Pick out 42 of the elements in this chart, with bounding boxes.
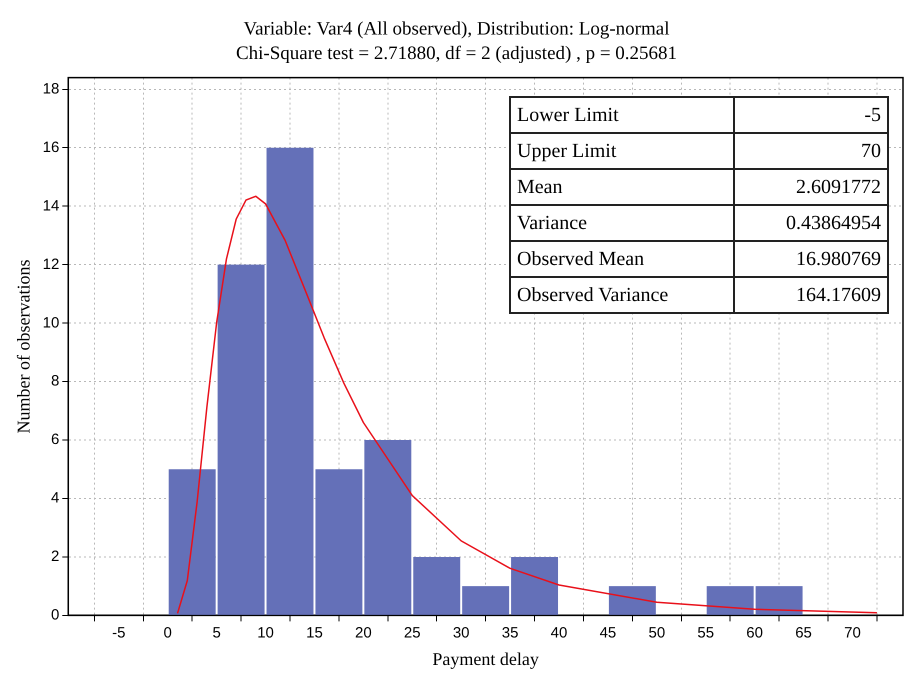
y-tick-label: 10 — [42, 314, 60, 332]
x-tick-label: 65 — [795, 624, 812, 642]
x-tick-label: 20 — [355, 624, 372, 642]
x-tick-label: -5 — [112, 624, 126, 642]
x-tick-label: 40 — [550, 624, 568, 642]
annotation: 164.17609 — [734, 276, 888, 313]
x-tick-label: 0 — [164, 624, 172, 642]
y-tick-label: 6 — [50, 431, 60, 448]
y-tick-label: 18 — [42, 80, 60, 98]
x-tick-label: 5 — [212, 624, 221, 642]
chart-subtitle: Chi-Square test = 2.71880, df = 2 (adjusted) , p = 0.25681 — [236, 43, 678, 64]
x-tick-label: 25 — [404, 624, 421, 642]
y-tick-label: 12 — [42, 256, 60, 273]
x-tick-label: 10 — [257, 624, 274, 642]
annotation: Observed Mean — [510, 240, 734, 277]
annotation: Variance — [510, 204, 734, 241]
annotation: Observed Variance — [510, 276, 734, 313]
x-tick-label: 45 — [600, 624, 616, 642]
x-tick-label: 55 — [697, 624, 714, 642]
x-tick-label: 35 — [502, 624, 518, 642]
annotation: 2.6091772 — [734, 168, 888, 205]
y-tick-label: 2 — [50, 548, 60, 566]
annotation: Upper Limit — [510, 132, 734, 169]
x-tick-label: 50 — [648, 624, 666, 642]
annotation: Lower Limit — [510, 96, 734, 133]
y-tick-label: 0 — [50, 606, 60, 624]
annotation: 70 — [734, 132, 888, 169]
annotation: -5 — [734, 96, 888, 133]
x-tick-label: 60 — [746, 624, 763, 642]
x-axis-title: Payment delay — [432, 648, 539, 669]
y-axis-title: Number of observations — [14, 260, 34, 434]
x-tick-label: 30 — [452, 624, 470, 642]
x-tick-label: 15 — [306, 624, 323, 642]
y-tick-label: 8 — [50, 372, 60, 390]
x-tick-label: 70 — [844, 624, 861, 642]
annotation: 0.43864954 — [734, 204, 888, 241]
chart-title: Variable: Var4 (All observed), Distribution: Log-normal — [244, 18, 670, 40]
y-tick-label: 14 — [42, 197, 60, 214]
annotation: Mean — [510, 168, 734, 205]
y-tick-label: 16 — [42, 138, 60, 156]
y-tick-label: 4 — [50, 490, 60, 507]
annotation: 16.980769 — [734, 240, 888, 277]
